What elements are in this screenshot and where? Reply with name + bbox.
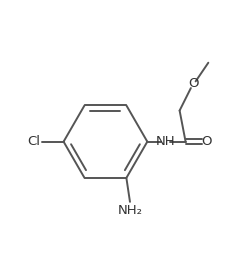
- Text: O: O: [201, 135, 212, 148]
- Text: NH₂: NH₂: [118, 204, 143, 217]
- Text: NH: NH: [155, 135, 175, 148]
- Text: O: O: [189, 77, 199, 89]
- Text: Cl: Cl: [27, 135, 40, 148]
